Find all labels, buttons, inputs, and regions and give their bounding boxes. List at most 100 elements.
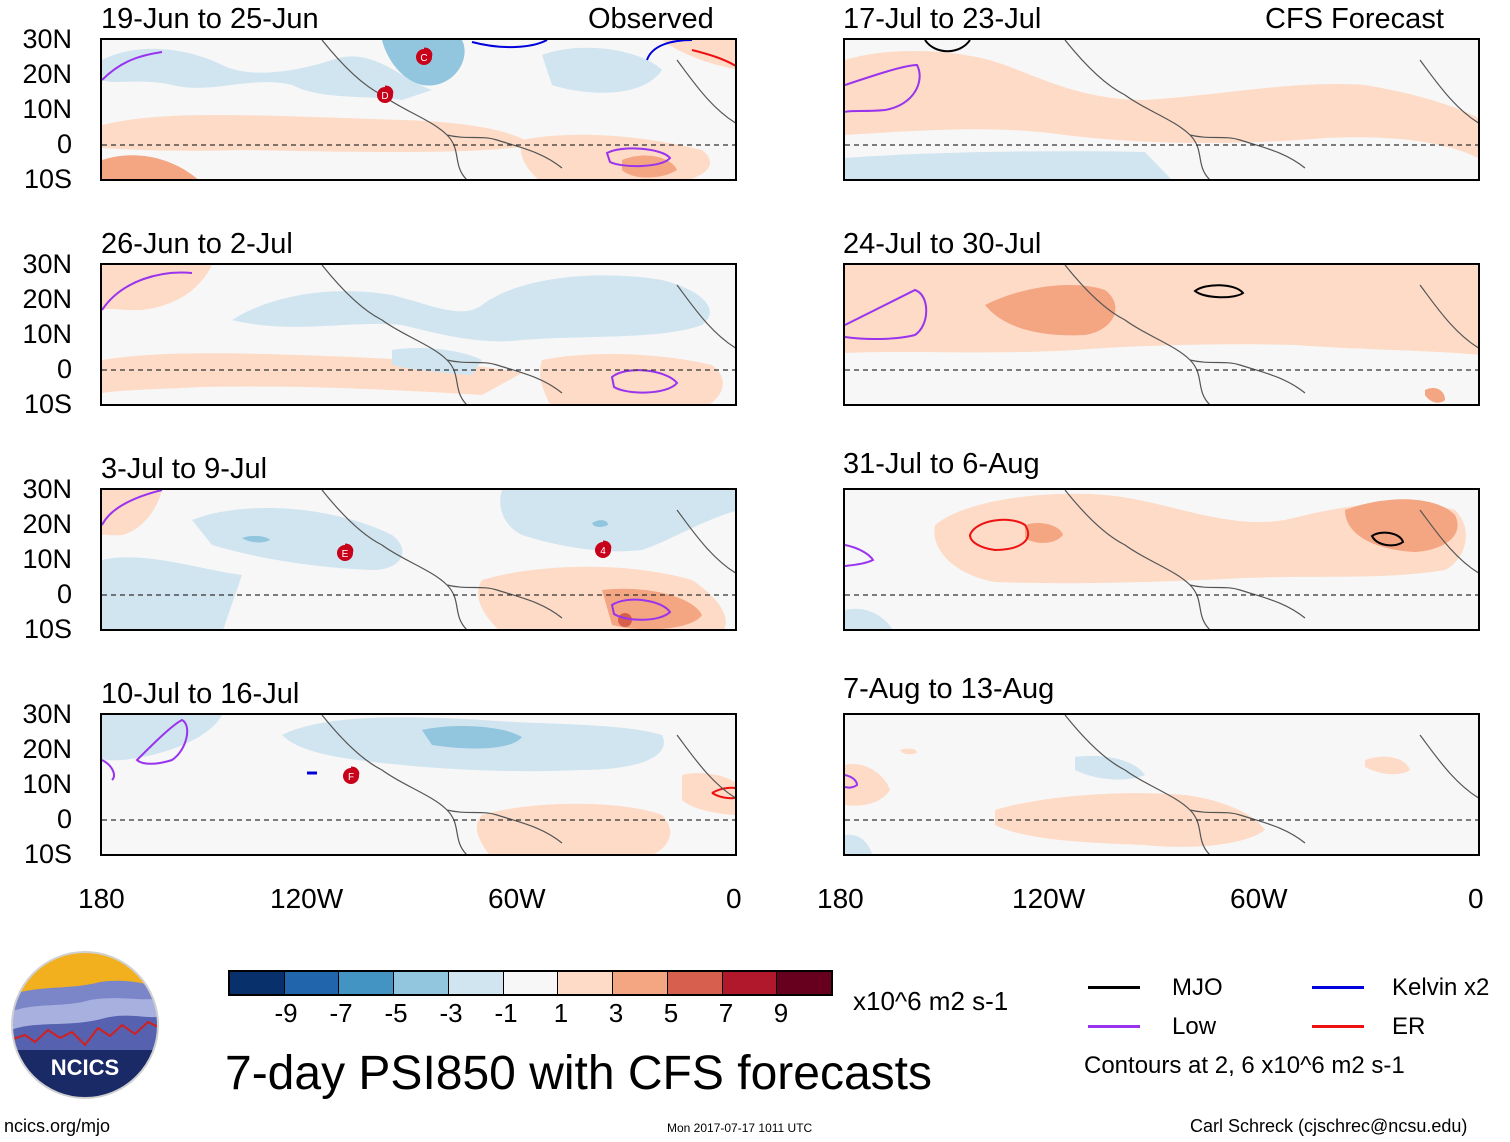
map-frame (100, 488, 737, 631)
panel-title: 10-Jul to 16-Jul (101, 678, 300, 710)
footer-url[interactable]: ncics.org/mjo (4, 1116, 111, 1136)
footer-author: Carl Schreck (cjschrec@ncsu.edu) (1190, 1116, 1468, 1136)
lat-label: 10S (23, 614, 72, 644)
panel-title: 24-Jul to 30-Jul (843, 228, 1042, 260)
logo-text: NCICS (51, 1055, 119, 1080)
lon-label: 0 (1468, 883, 1484, 914)
panel-title: 19-Jun to 25-Jun (101, 3, 319, 35)
colorbar-label: -3 (439, 998, 463, 1028)
map-frame (100, 263, 737, 406)
lon-label: 60W (488, 883, 546, 914)
colorbar-swatch (612, 972, 667, 994)
lon-label: 0 (726, 883, 742, 914)
lat-label: 10N (22, 94, 72, 124)
colorbar-swatch (721, 972, 777, 994)
map-frame (100, 713, 737, 856)
colorbar-label: 3 (608, 998, 624, 1028)
legend-note: Contours at 2, 6 x10^6 m2 s-1 (1084, 1052, 1405, 1079)
lat-label: 10N (22, 769, 72, 799)
map-frame (100, 38, 737, 181)
panel-tag: Observed (588, 3, 714, 35)
storm-letter: F (348, 772, 354, 783)
colorbar-label: -7 (329, 998, 353, 1028)
storm-letter: C (420, 53, 427, 64)
colorbar-swatch (230, 972, 284, 994)
panel-title: 31-Jul to 6-Aug (843, 448, 1040, 480)
lon-label: 120W (1012, 883, 1086, 914)
footer-timestamp: Mon 2017-07-17 1011 UTC (667, 1121, 813, 1135)
map-field (102, 490, 735, 629)
lat-label: 30N (22, 699, 72, 729)
panel-title: 17-Jul to 23-Jul (843, 3, 1042, 35)
lon-label: 120W (270, 883, 344, 914)
lat-label: 20N (22, 284, 72, 314)
panel-title: 3-Jul to 9-Jul (101, 453, 268, 485)
lat-label: 10N (22, 319, 72, 349)
lat-label: 30N (22, 474, 72, 504)
legend-label-er: ER (1392, 1013, 1426, 1040)
storm-marker: C (416, 47, 433, 65)
colorbar-label: 7 (718, 998, 734, 1028)
map-field (845, 490, 1478, 629)
storm-letter: 4 (600, 546, 606, 557)
colorbar-label: -9 (274, 998, 298, 1028)
map-field (102, 40, 735, 179)
map-frame (843, 263, 1480, 406)
panel-tag: CFS Forecast (1265, 3, 1444, 35)
lat-label: 20N (22, 509, 72, 539)
lat-label: 0 (56, 579, 72, 609)
storm-marker: D (377, 85, 394, 103)
lon-label: 60W (1230, 883, 1288, 914)
lat-label: 10S (23, 164, 72, 194)
legend-label-mjo: MJO (1172, 974, 1223, 1001)
legend-line-kelvin (1312, 986, 1364, 989)
colorbar-label: 9 (773, 998, 789, 1028)
map-field (845, 715, 1478, 854)
lon-label: 180 (78, 883, 125, 914)
lat-label: 30N (22, 249, 72, 279)
storm-marker: 4 (595, 540, 612, 558)
lat-label: 10S (23, 839, 72, 869)
lat-label: 10S (23, 389, 72, 419)
legend-line-low (1088, 1025, 1140, 1028)
lon-label: 180 (817, 883, 864, 914)
map-frame (843, 38, 1480, 181)
map-frame (843, 488, 1480, 631)
legend-label-low: Low (1172, 1013, 1217, 1040)
ncics-logo: NCICS (11, 951, 159, 1099)
map-field (845, 265, 1478, 404)
colorbar-swatch (776, 972, 832, 994)
lat-label: 20N (22, 734, 72, 764)
legend-label-kelvin: Kelvin x2 (1392, 974, 1490, 1001)
map-field (102, 265, 735, 404)
colorbar-swatch (502, 972, 558, 994)
legend-line-er (1312, 1025, 1364, 1028)
colorbar-swatch (557, 972, 613, 994)
colorbar-swatch (666, 972, 722, 994)
colorbar-label: 1 (553, 998, 569, 1028)
colorbar-swatch (338, 972, 394, 994)
panel-title: 7-Aug to 13-Aug (843, 673, 1055, 705)
colorbar-swatch (393, 972, 448, 994)
storm-letter: E (342, 549, 349, 560)
storm-marker: E (337, 543, 354, 561)
lat-label: 0 (56, 354, 72, 384)
lat-label: 0 (56, 804, 72, 834)
storm-letter: D (381, 91, 388, 102)
lat-label: 10N (22, 544, 72, 574)
legend-line-mjo (1088, 986, 1140, 989)
lat-label: 0 (56, 129, 72, 159)
colorbar-swatch (283, 972, 339, 994)
lat-label: 20N (22, 59, 72, 89)
colorbar-units: x10^6 m2 s-1 (853, 986, 1009, 1016)
map-frame (843, 713, 1480, 856)
figure-title: 7-day PSI850 with CFS forecasts (225, 1047, 932, 1100)
map-field (845, 40, 1478, 179)
colorbar-label: 5 (663, 998, 679, 1028)
lat-label: 30N (22, 24, 72, 54)
panel-title: 26-Jun to 2-Jul (101, 228, 293, 260)
colorbar-label: -5 (384, 998, 408, 1028)
storm-marker: F (343, 766, 360, 784)
colorbar (228, 970, 833, 996)
map-field (102, 715, 735, 854)
